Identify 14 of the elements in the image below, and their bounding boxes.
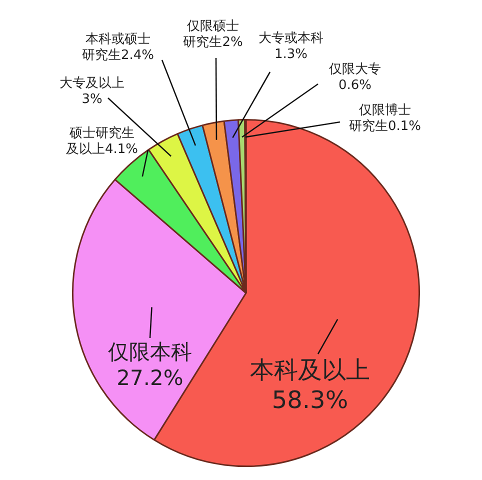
slice-label: 大专及以上 — [60, 76, 124, 91]
slice-label: 硕士研究生及以上4.1% — [66, 126, 138, 158]
slice-label: 仅限大专 — [329, 62, 381, 77]
slice-label: 大专或本科 — [258, 30, 324, 46]
data-label: 0.6% — [338, 78, 372, 94]
slice-label: 仅限硕士研究生2% — [183, 18, 243, 50]
slice-label: 仅限博士研究生0.1% — [348, 102, 422, 134]
slice-label: 仅限本科 — [108, 340, 192, 364]
slice-label: 本科及以上 — [250, 356, 370, 384]
data-label: 1.3% — [274, 47, 308, 62]
data-label: 3% — [82, 92, 102, 108]
data-label: 27.2% — [116, 366, 184, 390]
slice-label: 本科或硕士研究生2.4% — [82, 32, 154, 64]
data-label: 58.3% — [272, 386, 348, 414]
